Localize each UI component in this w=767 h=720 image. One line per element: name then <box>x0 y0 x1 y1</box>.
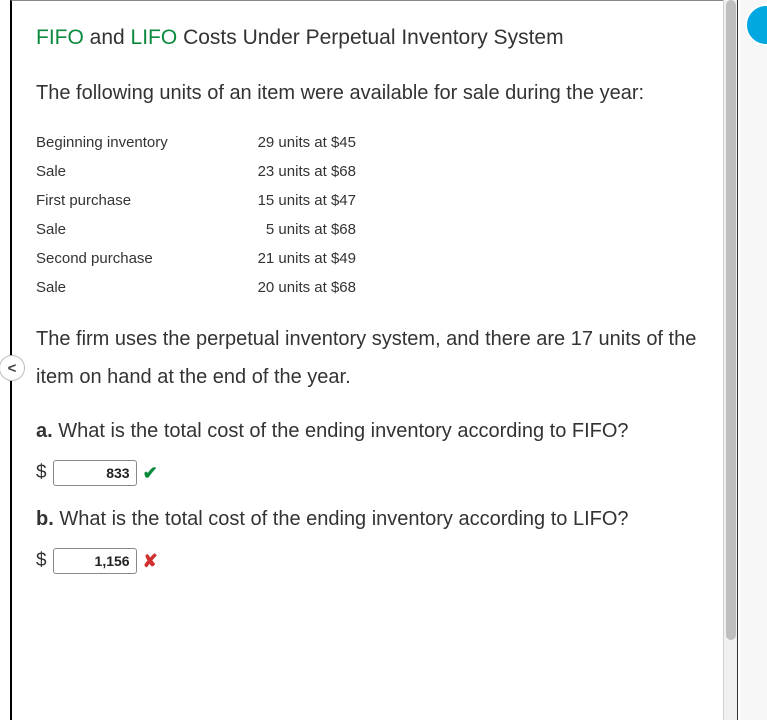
title-rest: Costs Under Perpetual Inventory System <box>177 26 563 49</box>
inv-label: Second purchase <box>36 244 236 273</box>
inv-label: Sale <box>36 215 236 244</box>
question-letter: a. <box>36 420 53 442</box>
chevron-left-icon: < <box>8 360 17 377</box>
mid-paragraph: The firm uses the perpetual inventory sy… <box>36 320 702 396</box>
question-letter: b. <box>36 508 54 530</box>
inv-value: 20 units at $68 <box>236 273 356 302</box>
answer-input-lifo[interactable] <box>53 548 137 574</box>
currency-symbol: $ <box>36 462 47 484</box>
table-row: Sale 5 units at $68 <box>36 215 356 244</box>
inv-label: First purchase <box>36 186 236 215</box>
table-row: Second purchase 21 units at $49 <box>36 244 356 273</box>
x-icon: ✘ <box>143 551 158 572</box>
answer-row-b: $ ✘ <box>36 548 702 574</box>
title-term-lifo: LIFO <box>131 26 178 49</box>
inv-label: Sale <box>36 157 236 186</box>
table-row: Sale 23 units at $68 <box>36 157 356 186</box>
page-title: FIFO and LIFO Costs Under Perpetual Inve… <box>36 23 702 52</box>
question-a: a. What is the total cost of the ending … <box>36 412 702 450</box>
question-text: What is the total cost of the ending inv… <box>53 420 629 442</box>
check-icon: ✔ <box>143 463 158 484</box>
table-row: First purchase 15 units at $47 <box>36 186 356 215</box>
answer-row-a: $ ✔ <box>36 460 702 486</box>
answer-input-fifo[interactable] <box>53 460 137 486</box>
inv-value: 23 units at $68 <box>236 157 356 186</box>
inventory-table: Beginning inventory 29 units at $45 Sale… <box>36 128 356 302</box>
prev-nav-badge[interactable]: < <box>0 355 25 381</box>
title-conj: and <box>84 26 131 49</box>
question-text: What is the total cost of the ending inv… <box>54 508 629 530</box>
scrollbar-track[interactable] <box>723 0 737 720</box>
inv-label: Sale <box>36 273 236 302</box>
inv-value: 29 units at $45 <box>236 128 356 157</box>
currency-symbol: $ <box>36 550 47 572</box>
main-panel: < FIFO and LIFO Costs Under Perpetual In… <box>0 0 738 720</box>
title-term-fifo: FIFO <box>36 26 84 49</box>
inv-value: 21 units at $49 <box>236 244 356 273</box>
inv-value: 15 units at $47 <box>236 186 356 215</box>
table-row: Sale 20 units at $68 <box>36 273 356 302</box>
help-bubble-icon[interactable] <box>745 4 767 46</box>
question-b: b. What is the total cost of the ending … <box>36 500 702 538</box>
intro-paragraph: The following units of an item were avai… <box>36 74 702 112</box>
right-gutter <box>740 0 767 720</box>
scrollbar-thumb[interactable] <box>726 0 736 640</box>
content-frame: < FIFO and LIFO Costs Under Perpetual In… <box>10 0 726 720</box>
inv-value: 5 units at $68 <box>236 215 356 244</box>
inv-label: Beginning inventory <box>36 128 236 157</box>
table-row: Beginning inventory 29 units at $45 <box>36 128 356 157</box>
